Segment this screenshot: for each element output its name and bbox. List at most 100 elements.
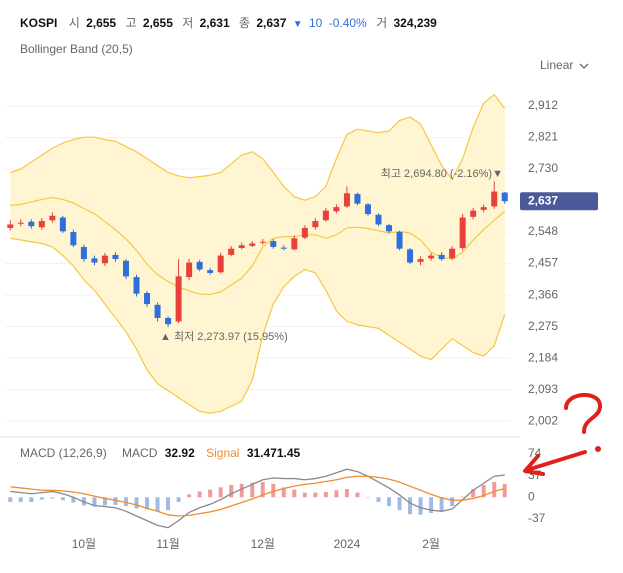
histogram-bar (387, 497, 392, 507)
histogram-bar (313, 492, 318, 498)
low: 2,631 (200, 16, 230, 30)
candle-body (49, 215, 56, 221)
change-arrow: ▼ (293, 19, 303, 30)
histogram-bar (134, 497, 139, 509)
candle-body (343, 193, 350, 207)
histogram-bar (334, 490, 339, 498)
histogram-bar (260, 482, 265, 498)
low-annotation: ▲ 최저 2,273.97 (15.95%) (160, 330, 288, 343)
candle-body (91, 258, 98, 263)
candle-body (364, 204, 371, 215)
candle-body (417, 259, 424, 262)
histogram-bar (102, 497, 107, 506)
candle-body (186, 262, 193, 278)
candle-body (28, 221, 35, 227)
candle-body (122, 260, 129, 277)
candle-body (175, 276, 182, 322)
x-tick-label: 12월 (251, 537, 275, 551)
candle-body (470, 210, 477, 217)
volume-label: 거 (376, 16, 387, 30)
candle-body (291, 238, 298, 250)
y-tick-label: 2,275 (528, 319, 558, 333)
candle-body (438, 254, 445, 260)
histogram-bar (292, 489, 297, 498)
x-tick-label: 10월 (72, 537, 96, 551)
band-fill (10, 94, 505, 414)
symbol: KOSPI (20, 16, 57, 30)
candle-body (80, 246, 87, 260)
candle-body (375, 214, 382, 225)
y-tick-label: 2,821 (528, 130, 558, 144)
histogram-bar (450, 497, 455, 507)
histogram-bar (471, 489, 476, 498)
candle-body (312, 220, 319, 228)
macd-title: MACD (12,26,9) (20, 446, 107, 460)
candle-body (133, 277, 140, 294)
histogram-bar (229, 485, 234, 498)
candle-body (112, 254, 119, 260)
histogram-bar (281, 487, 286, 498)
signal-value: 31.471.45 (247, 446, 301, 460)
candle-body (217, 255, 224, 273)
candle-body (449, 248, 456, 259)
signal-label: Signal (206, 446, 239, 460)
y2-tick-label: -37 (528, 511, 546, 525)
candle-body (322, 210, 329, 221)
arrow-head (523, 454, 545, 476)
histogram-bar (50, 497, 55, 499)
histogram-bar (29, 497, 34, 502)
y2-tick-label: 0 (528, 489, 535, 503)
histogram-bar (197, 491, 202, 498)
band-lower (10, 237, 506, 414)
candle-body (144, 293, 151, 305)
header: KOSPI 시 2,655 고 2,655 저 2,631 종 2,637 ▼ … (20, 16, 437, 30)
dropdown-icon[interactable] (579, 63, 589, 69)
high-label: 고 (125, 16, 136, 30)
histogram-bar (344, 489, 349, 498)
histogram-bar (155, 497, 160, 512)
histogram-bar (397, 497, 402, 511)
histogram-bar (18, 497, 23, 502)
histogram-bar (71, 497, 76, 503)
histogram-bar (218, 487, 223, 498)
close: 2,637 (256, 16, 286, 30)
histogram-bar (365, 497, 370, 498)
plot: 2,912 2,821 2,730 2,548 2,457 2,366 2,275 2,184… (5, 93, 598, 551)
histogram-bar (271, 483, 276, 498)
scale-mode[interactable]: Linear (540, 58, 573, 72)
candle-body (154, 304, 161, 318)
question-mark (564, 392, 603, 434)
arrow-shaft (525, 450, 587, 472)
signal-line (10, 475, 505, 517)
candle-body (7, 224, 14, 228)
histogram-bar (323, 492, 328, 498)
histogram-bar (123, 497, 128, 507)
volume: 324,239 (393, 16, 437, 30)
histogram-bar (460, 496, 465, 498)
histogram-bar (481, 485, 486, 498)
candle-body (501, 192, 508, 202)
candle-body (17, 222, 24, 224)
histogram-bar (376, 497, 381, 502)
x-tick-label: 2월 (422, 537, 440, 551)
histogram-bar (176, 497, 181, 502)
histogram-bar (250, 482, 255, 498)
histogram-bar (239, 483, 244, 498)
x-tick-label: 2024 (334, 537, 361, 551)
candle-body (480, 207, 487, 210)
candle-body (459, 217, 466, 248)
open-label: 시 (69, 16, 80, 30)
histogram-bar (92, 497, 97, 507)
histogram-bar (208, 489, 213, 498)
x-tick-label: 11월 (156, 537, 180, 551)
candle-body (386, 225, 393, 232)
histogram-bar (439, 497, 444, 511)
y-tick-label: 2,093 (528, 382, 558, 396)
candle-body (407, 249, 414, 263)
histogram-bar (39, 497, 44, 500)
y-tick-label: 2,002 (528, 413, 558, 427)
candle-body (396, 232, 403, 249)
high: 2,655 (143, 16, 173, 30)
y-tick-label: 2,457 (528, 256, 558, 270)
histogram-bar (8, 497, 13, 502)
